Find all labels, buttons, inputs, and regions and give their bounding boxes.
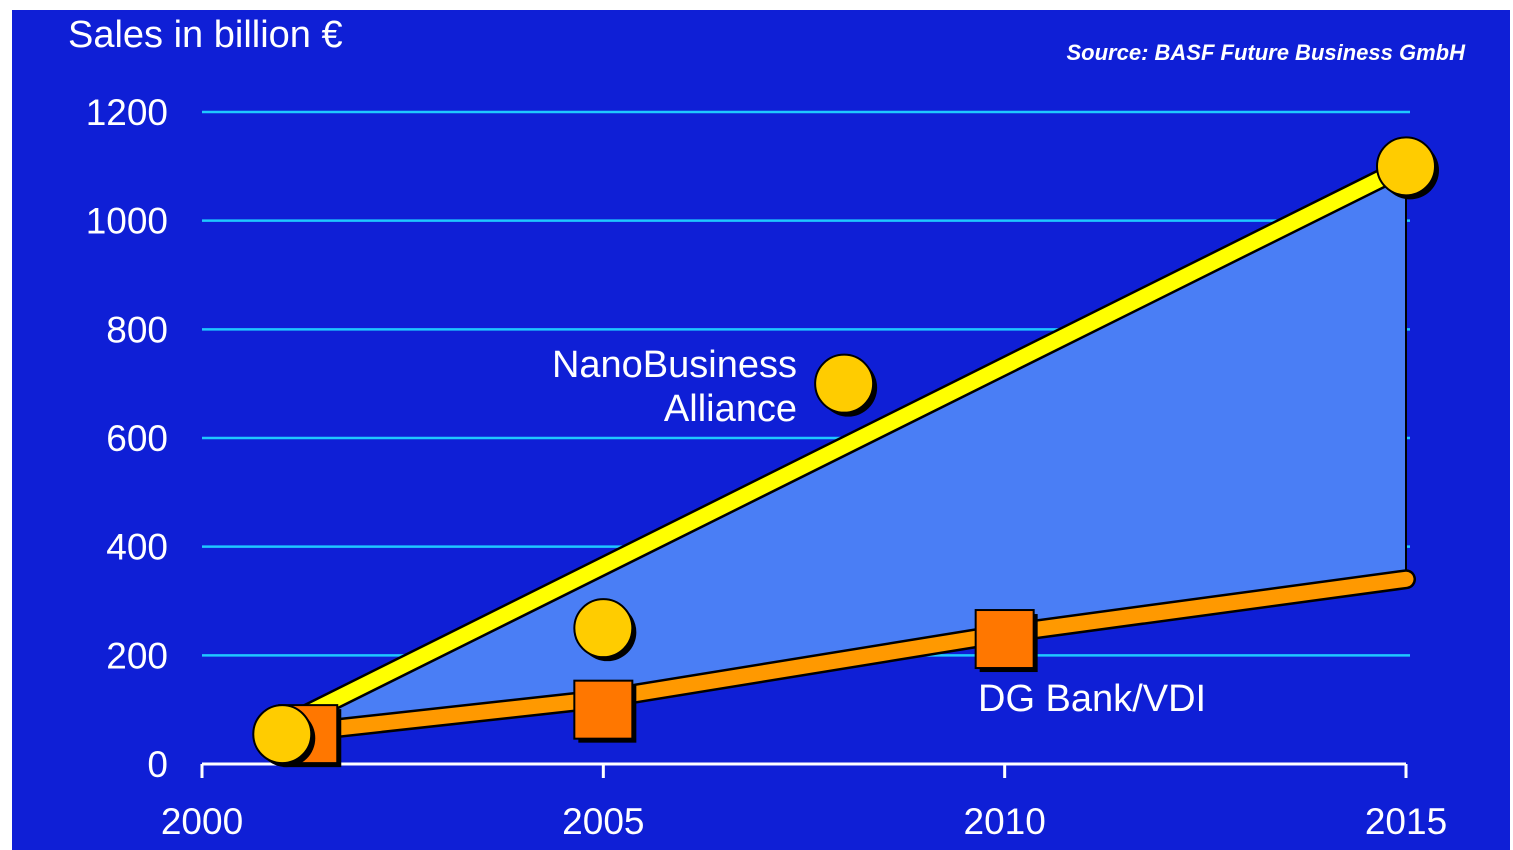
y-tick-label-800: 800 xyxy=(106,309,168,350)
y-tick-label-1200: 1200 xyxy=(86,92,168,133)
y-tick-label-200: 200 xyxy=(106,635,168,676)
circle-marker xyxy=(1376,136,1436,197)
source-note: Source: BASF Future Business GmbH xyxy=(1066,40,1466,65)
circle-marker xyxy=(573,598,634,659)
y-tick-label-1000: 1000 xyxy=(86,201,168,242)
series-label-nanobusiness: NanoBusiness xyxy=(552,344,797,386)
series-line-0 xyxy=(274,158,1414,734)
series-layer xyxy=(252,136,1439,768)
series-line-1 xyxy=(274,571,1414,742)
axes: 0 200 400 600 800 1000 1200 2000 2005 2010 2015 xyxy=(86,92,1447,842)
series-label-alliance: Alliance xyxy=(664,388,797,430)
x-tick-label-2015: 2015 xyxy=(1365,801,1447,842)
x-tick-label-2005: 2005 xyxy=(562,801,644,842)
chart-title: Sales in billion € xyxy=(68,14,343,56)
x-tick-label-2000: 2000 xyxy=(161,801,243,842)
circle-marker xyxy=(814,353,875,414)
y-tick-label-400: 400 xyxy=(106,527,168,568)
x-tick-label-2010: 2010 xyxy=(964,801,1046,842)
square-marker xyxy=(573,679,634,740)
series-label-dgbank: DG Bank/VDI xyxy=(978,678,1206,720)
circle-marker xyxy=(252,704,313,765)
y-tick-label-0: 0 xyxy=(147,744,168,785)
y-tick-label-600: 600 xyxy=(106,418,168,459)
square-marker xyxy=(974,609,1035,670)
